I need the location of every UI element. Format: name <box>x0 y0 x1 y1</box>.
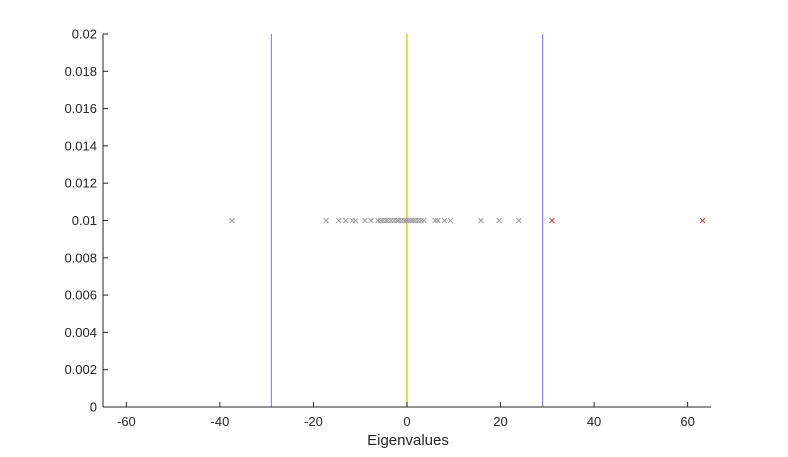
x-tick-label: 0 <box>403 414 410 429</box>
x-tick-label: -60 <box>117 414 136 429</box>
y-tick-label: 0.012 <box>64 176 97 191</box>
eigenvalue-point <box>323 217 329 224</box>
threshold-lines <box>270 34 544 407</box>
eigenvalue-point <box>362 217 368 224</box>
y-tick-label: 0.006 <box>64 288 97 303</box>
y-tick-label: 0.014 <box>64 138 97 153</box>
eigenvalue-markers <box>229 217 706 224</box>
y-tick-label: 0.01 <box>72 213 97 228</box>
x-tick-label: -40 <box>211 414 230 429</box>
eigenvalue-point <box>335 217 342 224</box>
x-tick-label: -20 <box>304 414 323 429</box>
eigenvalue-point <box>403 217 409 224</box>
eigenvalue-point <box>368 217 374 224</box>
eigenvalue-point <box>383 217 389 224</box>
y-tick-label: 0.02 <box>72 27 97 42</box>
y-tick-label: 0.016 <box>64 101 97 116</box>
eigenvalue-point <box>447 217 454 224</box>
eigenvalue-point <box>441 217 448 224</box>
eigenvalue-point <box>478 217 484 224</box>
eigenvalue-point <box>342 217 349 224</box>
x-tick-label: 60 <box>680 414 694 429</box>
x-tick-label: 20 <box>493 414 507 429</box>
y-tick-label: 0.008 <box>64 250 97 265</box>
eigenvalue-point <box>407 217 414 224</box>
y-tick-label: 0.004 <box>64 325 97 340</box>
x-ticks: -60 -40 -20 0 20 40 60 <box>117 402 695 429</box>
eigenvalue-point <box>549 217 555 224</box>
y-ticks: 0 0.002 0.004 0.006 0.008 0.01 0.012 0.014 0.016… <box>64 27 108 415</box>
y-tick-label: 0.002 <box>64 362 97 377</box>
eigenvalue-point <box>515 217 522 224</box>
eigenvalue-point <box>420 217 427 224</box>
y-tick-label: 0 <box>90 400 97 415</box>
eigenvalue-point <box>401 217 408 224</box>
eigenvalue-point <box>699 217 706 224</box>
eigenvalue-point <box>496 217 502 224</box>
x-tick-label: 40 <box>587 414 601 429</box>
y-tick-label: 0.018 <box>64 64 97 79</box>
eigenvalue-point <box>393 217 400 224</box>
eigenvalue-point <box>352 217 359 224</box>
eigenvalue-point <box>405 217 412 224</box>
eigenvalue-point <box>377 217 384 224</box>
eigenvalue-point <box>229 217 235 224</box>
x-axis-title: Eigenvalues <box>367 432 449 449</box>
eigenvalue-point <box>410 217 416 224</box>
eigenvalue-point <box>435 217 441 224</box>
